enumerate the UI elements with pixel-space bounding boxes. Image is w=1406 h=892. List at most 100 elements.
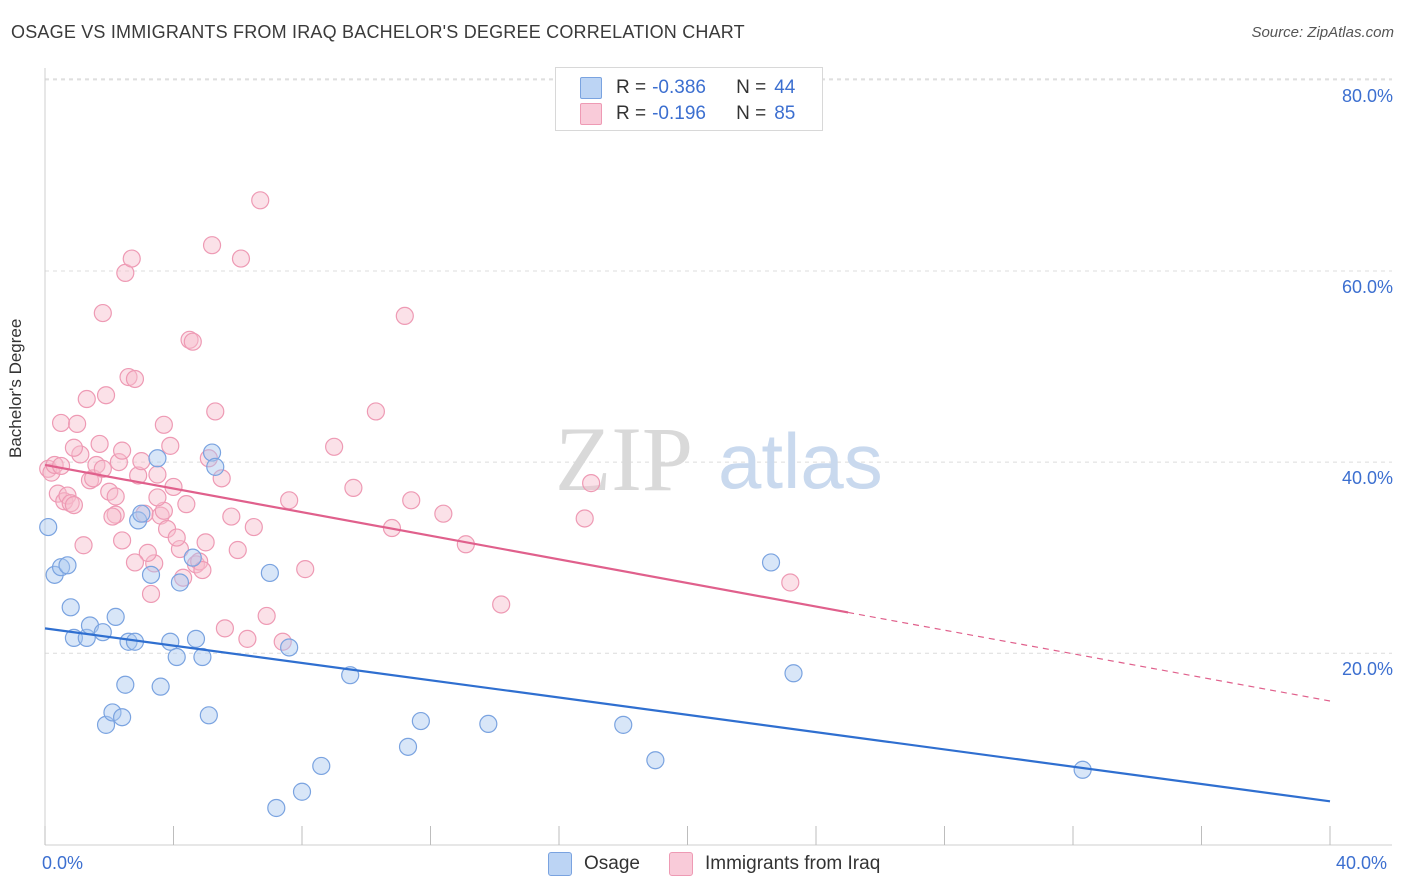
point-osage-26 <box>202 443 222 462</box>
point-iraq-29 <box>129 466 148 485</box>
point-osage-25 <box>199 706 218 725</box>
point-iraq-74 <box>103 507 122 526</box>
point-osage-42 <box>106 607 125 626</box>
point-iraq-75 <box>138 543 157 562</box>
point-iraq-78 <box>125 553 145 572</box>
point-iraq-23 <box>109 453 128 472</box>
point-iraq-61 <box>325 437 344 456</box>
point-osage-38 <box>646 751 665 770</box>
chart-title: OSAGE VS IMMIGRANTS FROM IRAQ BACHELOR'S… <box>11 22 745 42</box>
source-label: Source: ZipAtlas.com <box>1251 24 1394 41</box>
data-points <box>39 191 1092 818</box>
point-osage-11 <box>112 708 132 727</box>
point-iraq-52 <box>222 507 241 526</box>
point-iraq-49 <box>206 402 225 421</box>
point-osage-2 <box>51 558 71 577</box>
r-value: -0.196 <box>652 103 706 124</box>
point-iraq-40 <box>170 539 190 559</box>
point-osage-0 <box>39 517 58 537</box>
y-tick-label-60: 60.0% <box>1341 277 1393 297</box>
point-iraq-13 <box>80 471 100 490</box>
point-iraq-33 <box>145 554 164 573</box>
point-iraq-67 <box>434 504 453 523</box>
y-axis-label: Bachelor's Degree <box>6 318 25 458</box>
point-iraq-84 <box>148 488 167 507</box>
trend-line-osage <box>44 627 1331 803</box>
point-iraq-83 <box>112 441 132 460</box>
point-iraq-6 <box>55 492 74 511</box>
point-osage-29 <box>267 798 286 818</box>
point-iraq-42 <box>177 495 196 514</box>
point-iraq-32 <box>141 584 161 604</box>
point-iraq-12 <box>77 389 96 409</box>
point-iraq-36 <box>154 415 173 434</box>
point-osage-34 <box>398 737 418 756</box>
point-iraq-55 <box>238 629 257 648</box>
watermark: ZIP atlas <box>555 408 883 510</box>
trend-lines <box>44 463 1331 803</box>
point-osage-12 <box>116 675 135 694</box>
point-osage-39 <box>761 553 781 572</box>
y-tick-label-80: 80.0% <box>1341 85 1393 106</box>
legend-item-osage: Osage <box>548 852 640 876</box>
point-osage-10 <box>103 703 122 722</box>
point-osage-21 <box>167 647 186 667</box>
n-label: N = <box>736 77 767 98</box>
n-value: 44 <box>774 77 796 98</box>
point-osage-32 <box>312 756 331 776</box>
point-osage-8 <box>93 623 112 642</box>
point-iraq-82 <box>64 438 84 457</box>
point-osage-18 <box>148 449 167 468</box>
point-iraq-17 <box>93 459 112 478</box>
point-iraq-16 <box>90 434 109 454</box>
point-osage-22 <box>170 573 190 592</box>
n-label: N = <box>736 103 767 124</box>
point-osage-3 <box>58 556 77 575</box>
point-osage-40 <box>784 664 803 683</box>
point-iraq-66 <box>402 491 421 510</box>
point-iraq-9 <box>64 495 84 515</box>
point-iraq-60 <box>296 560 315 579</box>
point-iraq-10 <box>68 414 87 433</box>
point-iraq-24 <box>112 531 132 550</box>
r-label: R = <box>616 77 647 98</box>
point-iraq-72 <box>781 573 800 592</box>
point-iraq-5 <box>51 413 71 433</box>
point-osage-4 <box>61 598 80 617</box>
r-value: -0.386 <box>652 77 706 98</box>
stats-legend: R = -0.386 N = 44 R = -0.196 N = 85 <box>555 67 823 131</box>
point-iraq-43 <box>180 330 199 349</box>
point-iraq-34 <box>148 465 167 484</box>
watermark-zip: ZIP <box>555 408 693 510</box>
n-value: 85 <box>774 103 796 124</box>
point-osage-31 <box>292 782 312 801</box>
point-iraq-28 <box>125 369 145 389</box>
r-label: R = <box>616 103 647 124</box>
watermark-atlas: atlas <box>718 417 883 505</box>
point-iraq-47 <box>196 533 215 552</box>
point-iraq-62 <box>344 478 363 497</box>
point-iraq-80 <box>251 191 270 210</box>
point-iraq-26 <box>119 367 138 387</box>
legend-label-iraq: Immigrants from Iraq <box>705 853 881 874</box>
trend-line-iraq <box>44 463 849 614</box>
legend-row-iraq: R = -0.196 N = 85 <box>580 101 795 127</box>
point-iraq-19 <box>96 386 116 405</box>
point-iraq-81 <box>193 560 212 580</box>
point-osage-28 <box>260 563 279 583</box>
point-iraq-54 <box>231 249 251 268</box>
iraq-legend-swatch <box>669 852 693 876</box>
point-iraq-21 <box>106 487 125 506</box>
series-legend: Osage Immigrants from Iraq <box>0 852 1406 878</box>
point-iraq-38 <box>161 436 180 455</box>
point-iraq-30 <box>132 452 151 471</box>
point-osage-16 <box>132 504 151 523</box>
point-osage-37 <box>614 715 633 734</box>
point-iraq-8 <box>61 494 80 513</box>
osage-swatch <box>580 77 602 99</box>
point-iraq-73 <box>202 236 222 255</box>
point-iraq-59 <box>280 491 299 510</box>
point-osage-36 <box>479 714 498 734</box>
point-osage-23 <box>183 548 202 567</box>
